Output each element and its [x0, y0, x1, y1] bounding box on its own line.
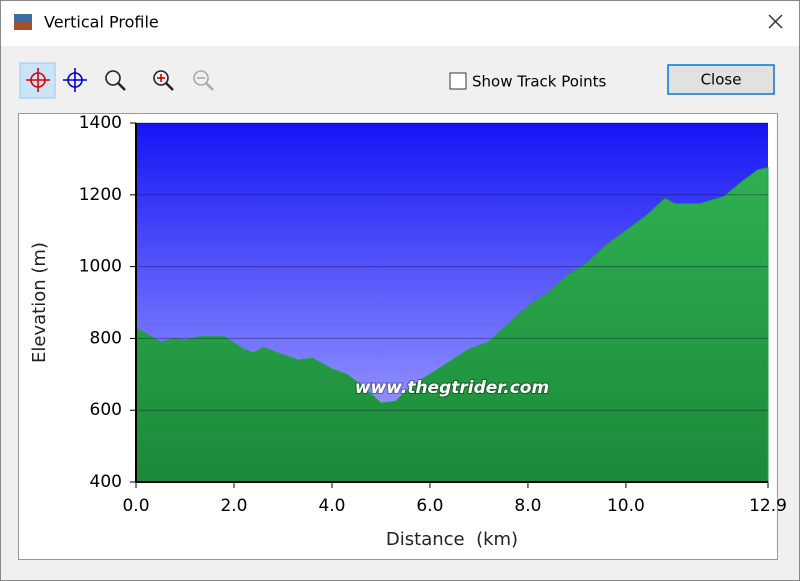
x-tick-label: 0.0 [122, 496, 149, 516]
x-axis-label: Distance (km) [386, 529, 518, 550]
close-button[interactable] [667, 64, 775, 95]
x-tick-label: 6.0 [416, 496, 443, 516]
y-tick-label: 600 [90, 400, 122, 420]
y-tick-label: 1400 [79, 113, 122, 133]
checkbox[interactable] [449, 72, 467, 90]
close-button-label[interactable]: Close [701, 71, 742, 89]
x-tick-label: 12.9 [749, 496, 787, 516]
watermark: www.thegtrider.com [355, 378, 549, 398]
y-tick-label: 400 [90, 472, 122, 492]
x-tick-label: 10.0 [607, 496, 645, 516]
y-tick-label: 1000 [79, 257, 122, 277]
x-tick-label: 4.0 [318, 496, 345, 516]
window-title: Vertical Profile [44, 13, 159, 32]
x-tick-label: 2.0 [220, 496, 247, 516]
y-tick-label: 1200 [79, 185, 122, 205]
elevation-area [135, 167, 769, 483]
y-axis-label: Elevation (m) [29, 242, 50, 363]
x-tick-label: 8.0 [514, 496, 541, 516]
app-icon [14, 14, 32, 30]
checkbox-label[interactable]: Show Track Points [472, 73, 607, 91]
title-bar [0, 0, 800, 46]
plot: 400 600 800 1000 1200 1400 0.0 2.0 4.0 6.0 8.0 10.0… [29, 113, 787, 550]
close-x[interactable] [768, 14, 783, 29]
toolbar-icons[interactable] [26, 68, 214, 92]
y-tick-label: 800 [90, 328, 122, 348]
